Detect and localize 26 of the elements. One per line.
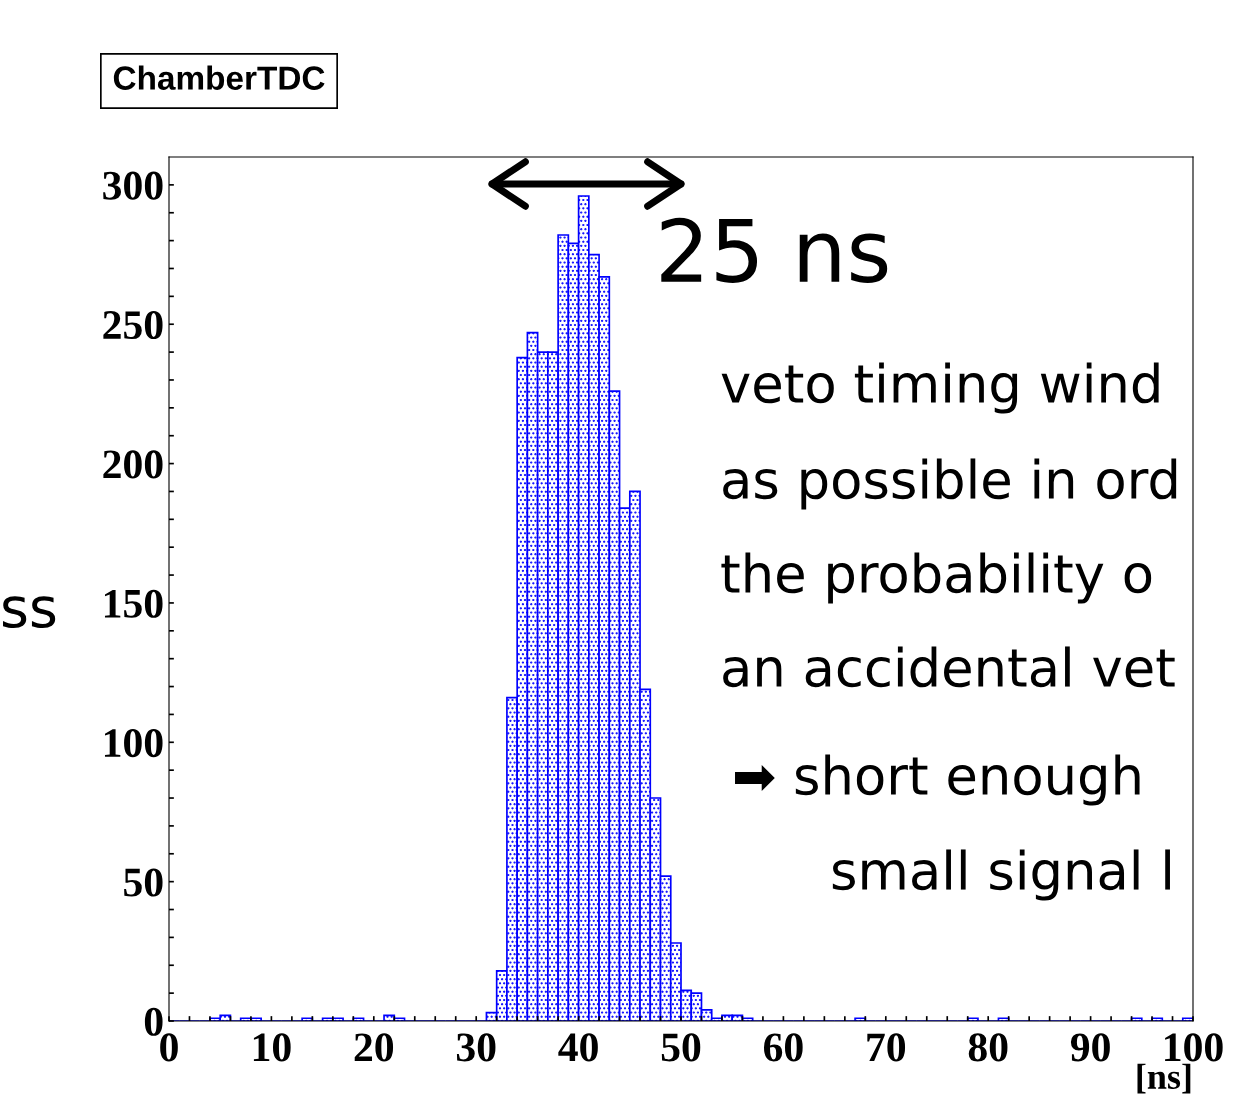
y-tick-label: 250	[103, 310, 163, 340]
y-tick-label: 100	[104, 729, 163, 758]
annotation: veto timing wind	[721, 362, 1159, 414]
x-tick-label: 80	[968, 1033, 1008, 1062]
x-tick-label: 30	[456, 1033, 496, 1062]
x-tick-label: 90	[1070, 1033, 1110, 1062]
y-tick-label: 150	[104, 589, 163, 618]
annotation: ➡ short enough	[735, 754, 1140, 806]
x-tick-label: 20	[354, 1033, 394, 1062]
y-tick-label: 200	[103, 450, 163, 479]
annotation: small signal l	[832, 849, 1170, 901]
y-tick-label: 50	[124, 868, 163, 897]
annotation: an accidental vet	[723, 646, 1175, 688]
x-tick-label: 10	[253, 1033, 291, 1062]
y-tick-label: 300	[103, 171, 163, 200]
x-axis-title: [ns]	[1137, 1063, 1191, 1094]
text: ss	[3, 596, 56, 629]
annotation: the probability o	[721, 552, 1152, 604]
x-tick-label: 60	[763, 1033, 803, 1062]
x-tick-label: 100	[1165, 1033, 1223, 1062]
annotation: 25 ns	[661, 217, 888, 283]
x-tick-label: 70	[867, 1033, 906, 1062]
x-tick-label: 40	[558, 1033, 598, 1062]
annotation: as possible in ord	[723, 458, 1177, 510]
chart-title: ChamberTDC	[113, 65, 325, 90]
x-tick-label: 50	[661, 1033, 701, 1062]
